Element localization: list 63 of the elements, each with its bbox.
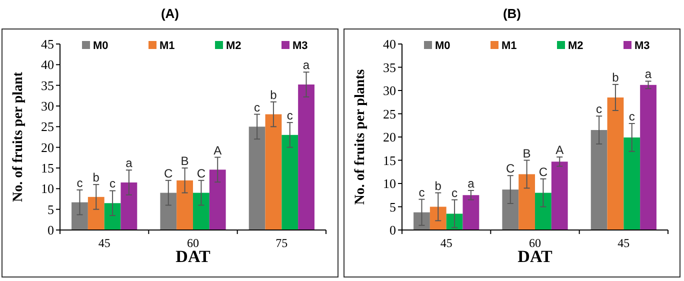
y-tick-label: 25 (41, 119, 54, 134)
x-axis-title: DAT (176, 247, 211, 266)
data-label: C (196, 166, 206, 180)
data-label: a (468, 176, 475, 190)
y-tick-label: 10 (41, 181, 54, 196)
y-tick-label: 5 (390, 199, 396, 214)
data-label: A (214, 143, 222, 158)
y-tick-label: 15 (41, 160, 54, 176)
data-label: a (126, 156, 133, 170)
data-label: c (286, 108, 293, 123)
data-label: a (644, 67, 652, 82)
x-axis-title: DAT (518, 247, 553, 266)
data-label: c (628, 110, 635, 124)
data-label: C (506, 162, 516, 176)
data-label: a (302, 58, 310, 72)
data-label: c (596, 102, 602, 116)
x-tick-label: 45 (98, 236, 110, 250)
y-tick-label: 20 (383, 130, 396, 145)
legend-label: M1 (160, 40, 175, 52)
x-tick-label: 60 (529, 236, 541, 250)
chart-title: (B) (502, 6, 522, 21)
legend-label: M2 (226, 40, 242, 52)
y-tick-label: 40 (41, 57, 54, 72)
data-label: b (434, 178, 442, 193)
data-label: b (92, 170, 100, 185)
data-label: C (538, 164, 548, 179)
y-tick-label: 40 (383, 36, 396, 52)
y-tick-label: 0 (390, 222, 396, 238)
data-label: c (452, 186, 458, 200)
data-label: A (556, 142, 564, 157)
y-tick-label: 10 (383, 176, 396, 192)
data-label: b (270, 88, 278, 102)
y-tick-label: 15 (383, 152, 396, 168)
legend-label: M1 (502, 40, 517, 52)
y-tick-label: 5 (48, 202, 54, 217)
data-label: B (522, 146, 531, 160)
y-tick-label: 30 (41, 98, 54, 114)
data-label: c (418, 185, 425, 200)
data-label: C (164, 166, 174, 180)
x-tick-label: 75 (276, 236, 288, 250)
y-axis-title: No. of fruits per plants (353, 68, 368, 205)
data-label: b (612, 70, 620, 84)
chart-title: (A) (160, 6, 180, 21)
y-tick-label: 45 (41, 36, 54, 52)
y-tick-label: 35 (41, 78, 54, 93)
y-tick-label: 30 (383, 83, 396, 98)
legend-label: M3 (292, 40, 308, 52)
legend-label: M0 (93, 40, 108, 52)
y-tick-label: 0 (48, 222, 54, 238)
data-label: c (110, 176, 116, 191)
y-tick-label: 20 (41, 140, 54, 155)
x-tick-label: 45 (440, 236, 452, 250)
y-tick-label: 25 (383, 106, 396, 122)
data-label: B (180, 154, 189, 168)
y-tick-label: 35 (383, 60, 396, 75)
legend-label: M2 (568, 40, 584, 52)
legend-label: M0 (435, 40, 450, 52)
x-tick-label: 45 (618, 236, 630, 250)
data-label: c (254, 100, 260, 114)
x-tick-label: 60 (187, 236, 199, 250)
y-axis-title: No. of fruits per plant (11, 72, 26, 202)
legend-label: M3 (634, 40, 650, 52)
data-label: c (76, 176, 83, 190)
